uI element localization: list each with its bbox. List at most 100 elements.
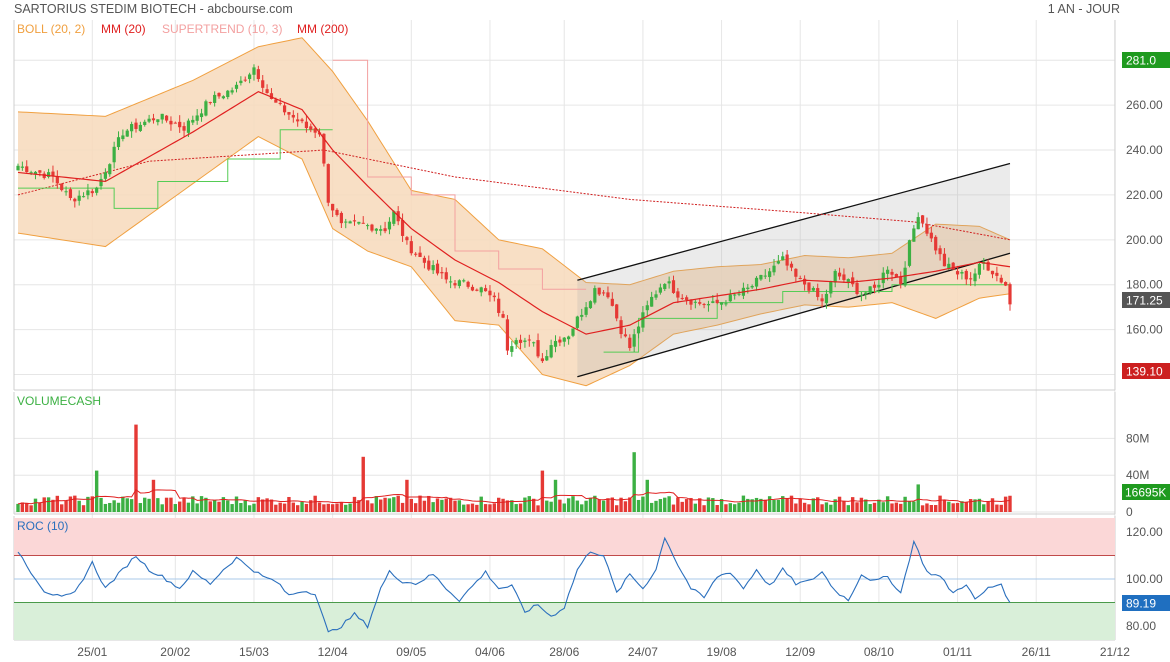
candle-body[interactable] [650, 296, 654, 307]
candle-body[interactable] [733, 294, 737, 296]
candle-body[interactable] [514, 340, 518, 345]
candle-body[interactable] [855, 282, 859, 294]
candle-body[interactable] [125, 130, 129, 137]
candle-body[interactable] [20, 166, 24, 168]
candle-body[interactable] [392, 211, 396, 224]
candle-body[interactable] [409, 241, 413, 254]
volume-bar[interactable] [335, 503, 339, 512]
volume-bar[interactable] [571, 496, 575, 512]
candle-body[interactable] [816, 288, 820, 297]
candle-body[interactable] [291, 114, 295, 118]
candle-body[interactable] [46, 172, 51, 177]
candle-body[interactable] [217, 92, 221, 97]
candle-body[interactable] [973, 273, 977, 282]
candle-body[interactable] [151, 118, 156, 121]
volume-bar[interactable] [864, 499, 868, 512]
candle-body[interactable] [719, 302, 724, 305]
volume-bar[interactable] [885, 496, 890, 512]
volume-bar[interactable] [387, 498, 392, 512]
candle-body[interactable] [737, 293, 741, 295]
candle-body[interactable] [1008, 284, 1012, 305]
candle-body[interactable] [195, 115, 199, 121]
volume-bar[interactable] [287, 496, 291, 512]
volume-bar[interactable] [164, 497, 169, 512]
volume-bar[interactable] [754, 497, 759, 512]
volume-bar[interactable] [566, 498, 571, 512]
volume-bar[interactable] [103, 503, 108, 512]
volume-bar[interactable] [125, 498, 129, 512]
volume-bar[interactable] [160, 504, 164, 512]
candle-body[interactable] [38, 170, 42, 173]
candle-body[interactable] [798, 278, 802, 280]
candle-body[interactable] [309, 126, 313, 130]
trend-channel-upper[interactable] [577, 162, 1011, 281]
volume-bar[interactable] [77, 500, 81, 512]
candle-body[interactable] [352, 220, 357, 222]
candle-body[interactable] [676, 291, 680, 298]
candle-body[interactable] [907, 240, 912, 266]
candle-body[interactable] [584, 307, 588, 315]
volume-bar[interactable] [868, 504, 872, 512]
candle-body[interactable] [938, 248, 942, 255]
candle-body[interactable] [379, 229, 383, 231]
volume-bar[interactable] [462, 504, 466, 512]
volume-bar[interactable] [81, 505, 86, 512]
candle-body[interactable] [763, 275, 767, 277]
volume-bar[interactable] [763, 499, 767, 512]
volume-bar[interactable] [536, 505, 540, 512]
candle-body[interactable] [593, 288, 597, 303]
candle-body[interactable] [824, 293, 829, 304]
candle-body[interactable] [173, 122, 177, 124]
candle-body[interactable] [182, 126, 186, 131]
volume-bar[interactable] [94, 470, 99, 512]
candle-body[interactable] [601, 292, 606, 294]
candle-body[interactable] [803, 278, 807, 285]
candle-body[interactable] [899, 276, 903, 285]
candle-body[interactable] [186, 120, 191, 133]
candle-body[interactable] [457, 280, 461, 286]
volume-bar[interactable] [46, 497, 51, 512]
candle-body[interactable] [846, 279, 850, 282]
volume-bar[interactable] [274, 504, 278, 512]
volume-bar[interactable] [732, 504, 737, 512]
legend-roc[interactable]: ROC (10) [17, 519, 68, 533]
volume-bar[interactable] [51, 499, 55, 512]
volume-bar[interactable] [724, 504, 728, 512]
candle-body[interactable] [567, 336, 571, 340]
volume-bar[interactable] [112, 500, 116, 512]
volume-bar[interactable] [597, 499, 601, 512]
candle-body[interactable] [81, 196, 86, 198]
volume-bar[interactable] [156, 498, 160, 512]
volume-bar[interactable] [195, 503, 199, 512]
candle-body[interactable] [789, 263, 794, 268]
volume-bar[interactable] [108, 502, 112, 512]
candle-body[interactable] [523, 340, 527, 342]
candle-body[interactable] [256, 69, 260, 80]
candle-body[interactable] [505, 319, 510, 351]
candle-body[interactable] [234, 84, 239, 89]
candle-body[interactable] [300, 119, 304, 122]
volume-bar[interactable] [374, 496, 379, 512]
volume-bar[interactable] [400, 502, 405, 512]
candle-body[interactable] [261, 80, 265, 88]
candle-body[interactable] [920, 215, 925, 223]
volume-bar[interactable] [488, 504, 492, 512]
volume-bar[interactable] [960, 501, 964, 512]
candle-body[interactable] [269, 93, 274, 99]
volume-bar[interactable] [872, 502, 877, 512]
volume-bar[interactable] [942, 500, 947, 512]
candle-body[interactable] [60, 183, 64, 191]
candle-body[interactable] [143, 121, 147, 125]
volume-bar[interactable] [186, 502, 191, 512]
candle-body[interactable] [497, 298, 501, 313]
volume-bar[interactable] [846, 505, 850, 512]
volume-bar[interactable] [492, 503, 497, 512]
legend-boll[interactable]: BOLL (20, 2) [17, 22, 85, 36]
volume-bar[interactable] [309, 500, 313, 512]
volume-bar[interactable] [73, 495, 77, 512]
candle-body[interactable] [724, 303, 728, 305]
volume-bar[interactable] [344, 504, 348, 512]
candle-body[interactable] [636, 326, 641, 334]
candle-body[interactable] [116, 137, 121, 148]
candle-body[interactable] [527, 339, 531, 341]
